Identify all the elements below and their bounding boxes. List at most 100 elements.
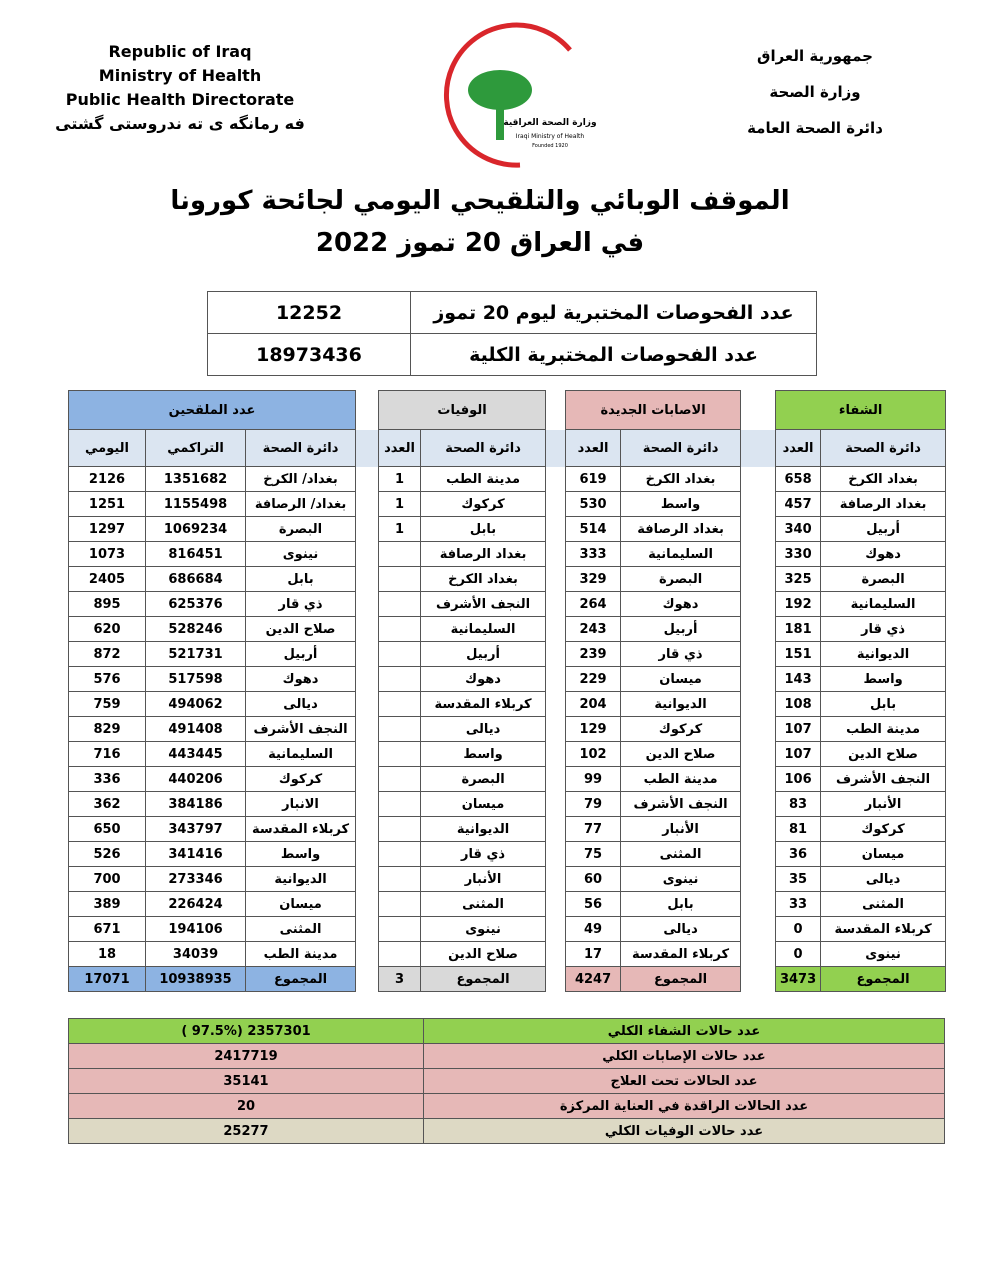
gap [545, 666, 566, 692]
summary-row: عدد حالات الشفاء الكلي( 97.5%) 2357301 [68, 1018, 945, 1044]
cell: 264 [565, 591, 622, 617]
data-row: النجف الأشرف 106 مدينة الطب 99 البصرة كركوك 44… [67, 766, 947, 792]
gap [740, 641, 776, 667]
logo-trunk [496, 100, 504, 140]
summary-label: عدد الحالات الراقدة في العناية المركزة [423, 1093, 945, 1119]
column-header: اليومي [67, 429, 147, 467]
summary-row: عدد الحالات تحت العلاج 35141 [68, 1068, 945, 1094]
cell [378, 616, 422, 642]
total-cell: 3473 [775, 966, 822, 992]
cell: 2126 [67, 466, 147, 492]
cell: 108 [775, 691, 822, 717]
column-header: العدد [775, 429, 822, 467]
data-row: ذي قار 181 أربيل 243 السليمانية صلاح الدين 528… [67, 616, 947, 642]
cell: 333 [565, 541, 622, 567]
cell: 494062 [145, 691, 247, 717]
gap [545, 816, 566, 842]
cell: السليمانية [620, 541, 742, 567]
cell: نينوى [245, 541, 357, 567]
cell: 625376 [145, 591, 247, 617]
gap [355, 791, 379, 817]
cell: 341416 [145, 841, 247, 867]
cell: 872 [67, 641, 147, 667]
total-cell: 17071 [67, 966, 147, 992]
total-row: المجموع 3473 المجموع 4247 المجموع 3 المجموع 109… [67, 966, 947, 992]
gap [740, 866, 776, 892]
cell: 1297 [67, 516, 147, 542]
cell: بابل [420, 516, 547, 542]
cell: ميسان [820, 841, 947, 867]
cell: بغداد الرصافة [420, 541, 547, 567]
cell: 56 [565, 891, 622, 917]
gap [355, 766, 379, 792]
cell: ذي قار [620, 641, 742, 667]
data-row: ديالى 35 نينوى 60 الأنبار الديوانية 273346 700 [67, 866, 947, 892]
cell: 325 [775, 566, 822, 592]
logo-text: Iraqi Ministry of Health [516, 133, 585, 140]
cell: 329 [565, 566, 622, 592]
gap [545, 891, 566, 917]
cell: 192 [775, 591, 822, 617]
gap [355, 566, 379, 592]
summary-row: عدد الحالات الراقدة في العناية المركزة 20 [68, 1093, 945, 1119]
cell: نينوى [420, 916, 547, 942]
logo: وزارة الصحة العراقية Iraqi Ministry of H… [444, 22, 597, 168]
summary-table: عدد حالات الشفاء الكلي( 97.5%) 2357301 عد… [68, 1018, 945, 1144]
title: في العراق 20 تموز 2022 [315, 228, 645, 258]
group-title: الشفاء [775, 390, 947, 430]
gap [355, 491, 379, 517]
header-left: Republic of Iraq Ministry of Health Publ… [40, 40, 320, 136]
cell: واسط [620, 491, 742, 517]
total-cell: المجموع [820, 966, 947, 992]
cell: 440206 [145, 766, 247, 792]
gap [355, 841, 379, 867]
cell: 686684 [145, 566, 247, 592]
cell: نينوى [820, 941, 947, 967]
gap [740, 966, 776, 992]
data-row: بابل 108 الديوانية 204 كربلاء المقدسة ديالى 49… [67, 691, 947, 717]
header-line: دائرة الصحة العامة [747, 119, 883, 137]
cell: 102 [565, 741, 622, 767]
cell: مدينة الطب [245, 941, 357, 967]
gap [545, 866, 566, 892]
data-row: الأنبار 83 النجف الأشرف 79 ميسان الانبار 38418… [67, 791, 947, 817]
cell: 576 [67, 666, 147, 692]
cell [378, 566, 422, 592]
cell: 514 [565, 516, 622, 542]
tests-row: عدد الفحوصات المختبرية الكلية 18973436 [207, 333, 817, 376]
cell: أربيل [420, 641, 547, 667]
data-row: صلاح الدين 107 صلاح الدين 102 واسط السليمانية… [67, 741, 947, 767]
cell: 716 [67, 741, 147, 767]
gap [545, 541, 566, 567]
cell: 1 [378, 491, 422, 517]
data-row: بغداد الرصافة 457 واسط 530 كركوك 1 بغداد/ الرص… [67, 491, 947, 517]
cell: كركوك [820, 816, 947, 842]
gap [545, 566, 566, 592]
cell: كركوك [620, 716, 742, 742]
title: الموقف الوبائي والتلقيحي اليومي لجائحة ك… [170, 186, 790, 216]
cell: الديوانية [820, 641, 947, 667]
column-header: دائرة الصحة [820, 429, 947, 467]
cell: بغداد الكرخ [620, 466, 742, 492]
main-table: الشفاء الاصابات الجديدة الوفيات عدد الملقحي… [67, 390, 947, 992]
cell: 619 [565, 466, 622, 492]
cell: 384186 [145, 791, 247, 817]
summary-row: عدد حالات الوفيات الكلي 25277 [68, 1118, 945, 1144]
cell: 1073 [67, 541, 147, 567]
summary-row: عدد حالات الإصابات الكلي 2417719 [68, 1043, 945, 1069]
gap [355, 641, 379, 667]
cell: الديوانية [245, 866, 357, 892]
summary-value: ( 97.5%) 2357301 [68, 1018, 424, 1044]
header-line: جمهورية العراق [757, 47, 873, 65]
cell [378, 641, 422, 667]
cell: 243 [565, 616, 622, 642]
gap [545, 641, 566, 667]
cell: 151 [775, 641, 822, 667]
cell: كربلاء المقدسة [620, 941, 742, 967]
cell: أربيل [620, 616, 742, 642]
group-title: الاصابات الجديدة [565, 390, 742, 430]
gap [740, 716, 776, 742]
cell: البصرة [245, 516, 357, 542]
column-header: التراكمي [145, 429, 247, 467]
cell: 362 [67, 791, 147, 817]
